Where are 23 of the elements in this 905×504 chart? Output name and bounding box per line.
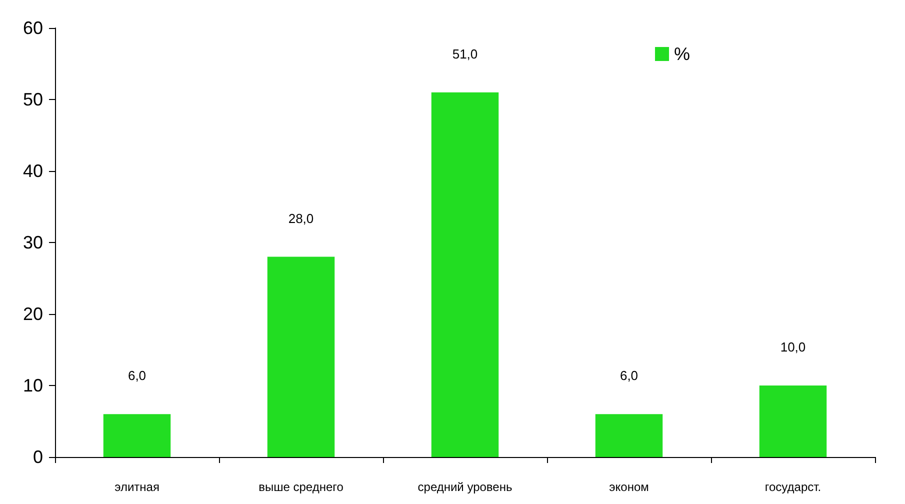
- y-tick-label: 30: [22, 232, 43, 252]
- data-label: 10,0: [780, 340, 806, 354]
- data-label: 6,0: [128, 368, 146, 384]
- bar: [103, 414, 171, 457]
- bar: [759, 386, 827, 457]
- data-label: 51,0: [452, 46, 478, 62]
- bar: [431, 92, 499, 457]
- y-tick-label: 10: [22, 376, 43, 396]
- bar: [595, 414, 663, 457]
- y-tick-label: 0: [32, 447, 43, 467]
- bar: [267, 256, 335, 457]
- x-tick-label: эконом: [609, 480, 649, 494]
- x-tick-label: средний уровень: [418, 480, 512, 494]
- x-tick-label: элитная: [114, 480, 160, 494]
- y-tick-label: 20: [22, 304, 43, 324]
- x-tick-label: выше среднего: [258, 480, 344, 494]
- x-tick-label: государст.: [764, 480, 822, 494]
- y-tick-label: 60: [22, 18, 43, 38]
- data-label: 28,0: [288, 210, 314, 226]
- y-tick-label: 50: [22, 90, 43, 110]
- data-label: 6,0: [620, 368, 638, 384]
- legend-label: %: [674, 44, 690, 64]
- y-tick-label: 40: [22, 161, 43, 181]
